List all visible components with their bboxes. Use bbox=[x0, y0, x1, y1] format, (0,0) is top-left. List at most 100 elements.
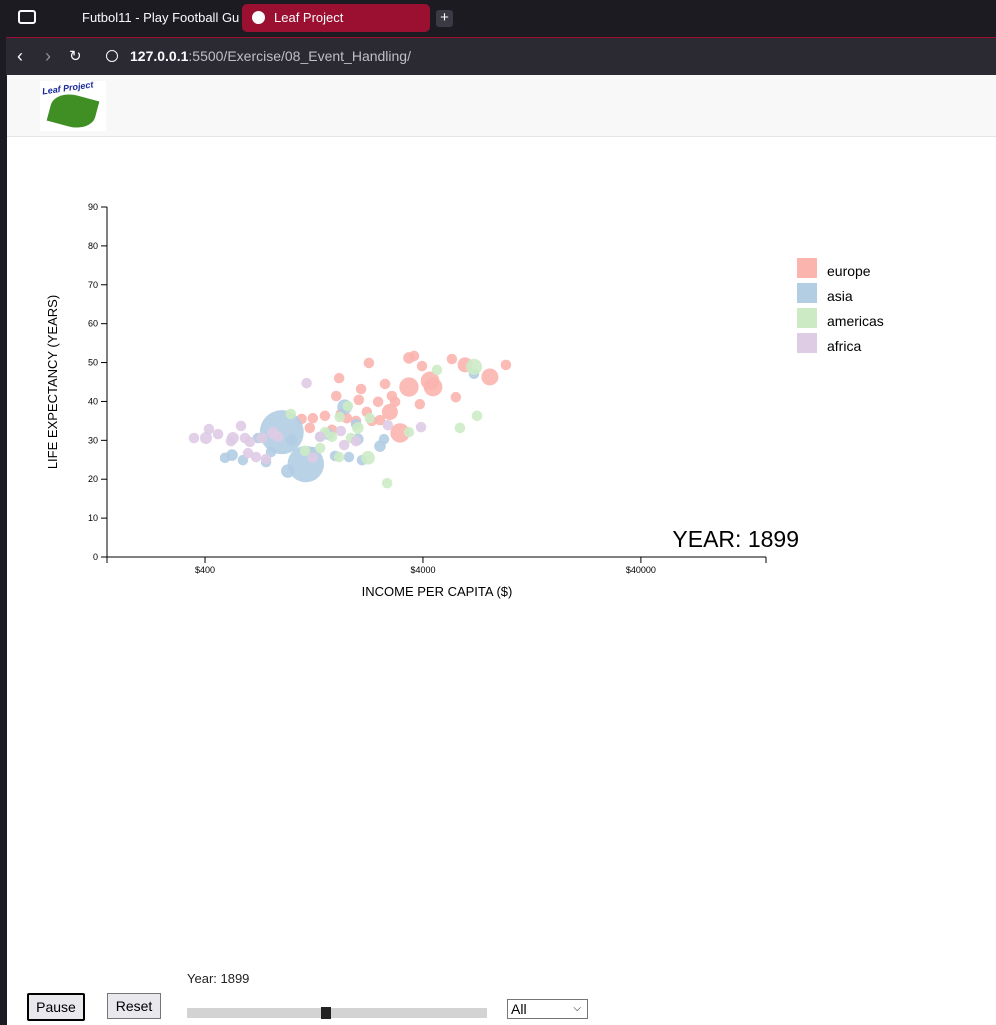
bubble bbox=[423, 377, 443, 397]
bubble bbox=[333, 451, 345, 463]
bubble bbox=[250, 451, 262, 463]
bubble bbox=[338, 439, 350, 451]
y-tick-label: 0 bbox=[93, 552, 98, 562]
bubble bbox=[334, 411, 345, 423]
tab-title: Futbol11 - Play Football Gu bbox=[82, 10, 240, 25]
bubble bbox=[381, 477, 393, 489]
bubble bbox=[188, 432, 200, 444]
bubble bbox=[454, 422, 466, 434]
bubble bbox=[446, 353, 458, 365]
bubble bbox=[372, 396, 384, 408]
back-button[interactable]: ‹ bbox=[17, 46, 23, 66]
bubble bbox=[364, 412, 376, 424]
bubble bbox=[389, 396, 401, 408]
y-tick-label: 80 bbox=[88, 241, 98, 251]
tab-active[interactable]: Leaf Project bbox=[242, 4, 430, 32]
bubble bbox=[326, 431, 338, 443]
y-tick-label: 40 bbox=[88, 396, 98, 406]
bubble bbox=[343, 451, 355, 463]
bubble bbox=[203, 423, 215, 435]
year-annotation: YEAR: 1899 bbox=[672, 526, 799, 552]
bubble bbox=[335, 425, 347, 437]
legend-swatch bbox=[797, 283, 817, 303]
bubble bbox=[330, 390, 342, 402]
reset-button[interactable]: Reset bbox=[107, 993, 161, 1019]
bubble bbox=[333, 372, 345, 384]
legend-label: europe bbox=[827, 263, 871, 279]
new-tab[interactable]: + bbox=[436, 10, 453, 27]
continent-select[interactable]: All ⌵ bbox=[507, 999, 588, 1019]
legend-label: asia bbox=[827, 288, 853, 304]
bubble bbox=[399, 377, 419, 397]
y-axis-label: LIFE EXPECTANCY (YEARS) bbox=[45, 295, 60, 469]
bubble bbox=[301, 377, 312, 389]
bubble bbox=[381, 403, 398, 420]
bubble bbox=[342, 400, 354, 412]
forward-button[interactable]: › bbox=[45, 46, 51, 66]
bubble bbox=[379, 378, 391, 390]
bubble bbox=[307, 412, 319, 424]
bubble bbox=[382, 419, 394, 431]
toolbar bbox=[6, 37, 996, 76]
bubble bbox=[199, 431, 212, 445]
bubble bbox=[285, 434, 298, 446]
bubble bbox=[350, 435, 362, 447]
bubble bbox=[307, 452, 319, 464]
bubble bbox=[431, 364, 443, 376]
logo[interactable]: Leaf Project bbox=[40, 81, 106, 131]
bubble bbox=[353, 394, 365, 406]
bubble bbox=[260, 453, 272, 465]
bubble bbox=[314, 442, 326, 454]
slider-thumb[interactable] bbox=[321, 1007, 331, 1019]
x-tick-label: $4000 bbox=[410, 565, 435, 575]
x-tick-label: $400 bbox=[195, 565, 215, 575]
y-tick-label: 70 bbox=[88, 280, 98, 290]
legend-swatch bbox=[797, 258, 817, 278]
y-tick-label: 20 bbox=[88, 474, 98, 484]
bubble bbox=[378, 433, 390, 445]
bubble bbox=[314, 431, 326, 443]
bubble bbox=[272, 431, 284, 443]
legend-label: americas bbox=[827, 313, 884, 329]
y-tick-label: 90 bbox=[88, 202, 98, 212]
bubble bbox=[465, 358, 483, 375]
select-arrow: ⌵ bbox=[573, 1003, 581, 1014]
header: Leaf Project bbox=[7, 75, 996, 137]
x-axis-label: INCOME PER CAPITA ($) bbox=[362, 584, 513, 599]
tab-overview[interactable] bbox=[18, 10, 36, 24]
bubble bbox=[352, 422, 364, 434]
tab[interactable]: Futbol11 - Play Football Gu bbox=[50, 4, 240, 32]
legend-swatch bbox=[797, 308, 817, 328]
bubble bbox=[212, 428, 224, 440]
bubble bbox=[361, 450, 375, 465]
pause-button[interactable]: Pause bbox=[27, 993, 85, 1021]
y-tick-label: 50 bbox=[88, 358, 98, 368]
bubble bbox=[304, 422, 316, 434]
bubble bbox=[256, 432, 268, 444]
bubble bbox=[355, 383, 367, 395]
bubble bbox=[226, 449, 238, 461]
year-label: Year: 1899 bbox=[187, 971, 250, 986]
bubble bbox=[416, 360, 428, 372]
bubble bbox=[414, 398, 426, 410]
bubble bbox=[390, 423, 410, 443]
url-host: 127.0.0.1 bbox=[130, 48, 189, 64]
y-tick-label: 10 bbox=[88, 513, 98, 523]
tab-icon bbox=[252, 11, 265, 24]
bubble bbox=[363, 357, 375, 369]
bubble bbox=[242, 447, 254, 459]
bubble bbox=[285, 408, 297, 420]
bubble bbox=[403, 426, 415, 438]
bubble bbox=[281, 464, 295, 478]
bubble bbox=[319, 410, 331, 422]
year-slider[interactable] bbox=[187, 1008, 487, 1018]
tab-title: Leaf Project bbox=[274, 10, 344, 25]
reload-button[interactable]: ↻ bbox=[69, 48, 82, 65]
legend-label: africa bbox=[827, 338, 861, 354]
url-bar[interactable]: 127.0.0.1:5500/Exercise/08_Event_Handlin… bbox=[130, 48, 411, 64]
bubble bbox=[374, 414, 386, 426]
bubble bbox=[235, 420, 247, 432]
bubble bbox=[259, 410, 304, 455]
